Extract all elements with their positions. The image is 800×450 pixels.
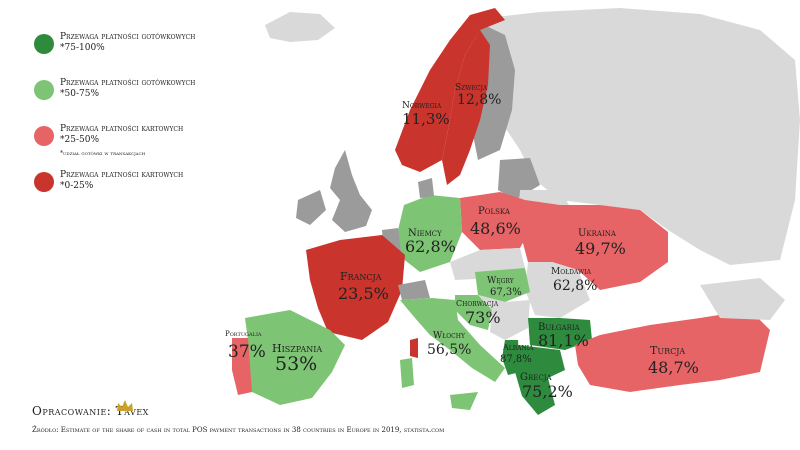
region-iceland — [265, 12, 335, 42]
legend-swatch — [34, 172, 54, 192]
legend-swatch — [34, 34, 54, 54]
legend-item-card-25-50: Przewaga płatności kartowych *25-50% — [34, 122, 234, 168]
region-ukraine — [520, 200, 668, 290]
legend-item-cash-50-75: Przewaga płatności gotówkowych *50-75% — [34, 76, 234, 122]
legend-range: *50-75% — [60, 89, 99, 99]
label-hiszpania-name: Hiszpania — [272, 342, 322, 355]
region-turkey — [575, 310, 770, 392]
label-szwecja-value: 12,8% — [457, 92, 501, 108]
region-corsica — [410, 338, 418, 358]
label-portugalia-name: Portugalia — [225, 330, 262, 338]
region-portugal — [232, 338, 252, 395]
legend-title: Przewaga płatności gotówkowych — [60, 32, 196, 42]
region-caucasus — [700, 278, 785, 320]
label-francja-value: 23,5% — [338, 284, 389, 303]
region-sweden — [442, 30, 490, 185]
region-albania — [502, 340, 520, 375]
region-russia — [470, 8, 800, 265]
label-niemcy-value: 62,8% — [405, 237, 456, 256]
region-croatia — [455, 295, 492, 330]
label-polska-name: Polska — [478, 206, 511, 217]
region-uk — [330, 150, 372, 232]
region-sardinia — [400, 358, 414, 388]
legend-swatch — [34, 80, 54, 100]
legend-item-card-0-25: Przewaga płatności kartowych *0-25% — [34, 168, 234, 214]
region-denmark — [418, 178, 434, 198]
source-text: Źródło: Estimate of the share of cash in… — [32, 426, 445, 434]
label-wlochy-name: Włochy — [433, 331, 466, 341]
legend-title: Przewaga płatności gotówkowych — [60, 78, 196, 88]
label-szwecja-name: Szwecja — [455, 83, 488, 93]
legend-title: Przewaga płatności kartowych — [60, 170, 184, 180]
label-norwegia-value: 11,3% — [402, 110, 450, 128]
legend-range: *0-25% — [60, 181, 94, 191]
legend-item-cash-75-100: Przewaga płatności gotówkowych *75-100% — [34, 30, 234, 76]
region-italy — [400, 298, 505, 382]
label-albania-value: 87,8% — [500, 354, 532, 365]
region-baltics — [498, 158, 540, 200]
label-grecja-value: 75,2% — [522, 382, 573, 401]
region-switzerland — [398, 280, 430, 300]
label-albania-name: Albania — [502, 343, 534, 352]
label-grecja-name: Grecja — [520, 372, 553, 383]
label-wegry-name: Węgry — [487, 276, 515, 286]
label-bulgaria-name: Bułgaria — [538, 322, 581, 333]
label-wlochy-value: 56,5% — [427, 342, 471, 358]
label-niemcy-name: Niemcy — [408, 228, 442, 239]
region-germany — [398, 195, 462, 272]
region-ireland — [296, 190, 326, 225]
label-bulgaria-value: 81,1% — [538, 331, 589, 350]
legend-swatch — [34, 126, 54, 146]
label-polska-value: 48,6% — [470, 219, 521, 238]
label-turcja-name: Turcja — [650, 344, 685, 357]
label-ukraina-value: 49,7% — [575, 239, 626, 258]
label-norwegia-name: Norwegia — [402, 101, 442, 111]
label-francja-name: Francja — [340, 270, 382, 283]
region-spain — [245, 310, 345, 405]
label-moldawia-value: 62,8% — [553, 278, 597, 294]
legend: Przewaga płatności gotówkowych *75-100% … — [34, 30, 234, 214]
label-wegry-value: 67,3% — [490, 287, 522, 298]
label-ukraina-name: Ukraina — [578, 228, 617, 239]
region-greece — [515, 345, 565, 415]
label-moldawia-name: Mołdawia — [551, 267, 592, 277]
label-chorwacja-name: Chorwacja — [456, 299, 499, 308]
label-turcja-value: 48,7% — [648, 358, 699, 377]
region-balkans — [478, 295, 530, 340]
region-poland — [460, 192, 530, 250]
label-hiszpania-value: 53% — [275, 353, 317, 375]
region-hungary — [475, 268, 530, 302]
region-sicily — [450, 392, 478, 410]
legend-range: *25-50% — [60, 135, 99, 145]
region-norway — [395, 8, 505, 172]
region-bulgaria — [528, 318, 592, 350]
crown-logo-icon — [117, 400, 133, 411]
label-chorwacja-value: 73% — [465, 308, 501, 327]
label-portugalia-value: 37% — [228, 342, 266, 362]
legend-note: *udział gotówki w transakcjach — [60, 150, 146, 157]
legend-title: Przewaga płatności kartowych — [60, 124, 184, 134]
region-romania — [525, 262, 590, 318]
region-france — [306, 235, 405, 340]
legend-range: *75-100% — [60, 43, 105, 53]
